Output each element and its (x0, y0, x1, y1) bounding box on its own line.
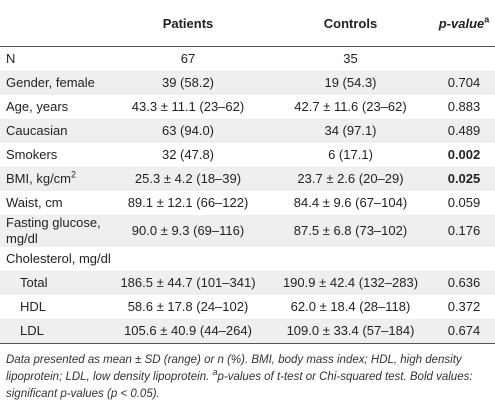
controls-cell: 190.9 ± 42.4 (132–283) (268, 271, 433, 295)
label-text: Cholesterol, mg/dl (6, 251, 111, 266)
controls-cell: 84.4 ± 9.6 (67–104) (293, 195, 408, 210)
header-empty (0, 0, 108, 47)
row-label: Cholesterol, mg/dl (0, 247, 495, 271)
label-text: HDL (20, 299, 138, 315)
table-row: Smokers 32 (47.8) 6 (17.1) 0.002 (0, 143, 495, 167)
row-label: Fasting glucose, mg/dl (0, 215, 108, 247)
header-text: p-value (438, 15, 485, 31)
p-value-cell: 0.176 (433, 215, 495, 247)
controls-cell: 35 (343, 51, 358, 66)
controls-cell: 87.5 ± 6.8 (73–102) (268, 215, 433, 247)
label-text: Total (20, 275, 138, 291)
label-text: Gender, female (6, 75, 124, 91)
label-text: Caucasian (6, 123, 124, 139)
table-row: LDL 105.6 ± 40.9 (44–264) 109.0 ± 33.4 (57… (0, 319, 495, 344)
label-text: Fasting glucose, mg/dl (6, 215, 101, 246)
superscript: 2 (71, 169, 77, 180)
patients-cell: 89.1 ± 12.1 (66–122) (127, 195, 249, 210)
label-text: Cholesterol, mg/dl (6, 251, 491, 267)
controls-cell: 6 (17.1) (328, 147, 373, 162)
label-text: BMI, kg/cm (6, 171, 72, 186)
label-text: Age, years (6, 99, 69, 114)
row-label: Gender, female (0, 71, 108, 95)
p-value-cell: 0.372 (447, 299, 481, 314)
table-row: Waist, cm 89.1 ± 12.1 (66–122) 84.4 ± 9.6 … (0, 191, 495, 215)
label-text: HDL (20, 299, 47, 314)
patients-cell: 63 (94.0) (108, 119, 268, 143)
label-text: LDL (20, 323, 44, 338)
patients-cell: 105.6 ± 40.9 (44–264) (108, 319, 268, 344)
patients-cell: 67 (180, 51, 196, 66)
label-text: Fasting glucose, mg/dl (6, 215, 124, 247)
label-text: Caucasian (6, 123, 68, 138)
row-label: Total (0, 271, 108, 295)
label-text: N (6, 51, 16, 66)
header-cell: p-valuea (433, 0, 495, 47)
row-label: HDL (0, 295, 108, 319)
label-text: Waist, cm (6, 195, 124, 211)
table-row: Caucasian 63 (94.0) 34 (97.1) 0.489 (0, 119, 495, 143)
row-label: Age, years (0, 95, 108, 119)
label-text: Gender, female (6, 75, 95, 90)
p-value-cell: 0.489 (433, 119, 495, 143)
controls-cell: 42.7 ± 11.6 (23–62) (294, 99, 407, 114)
patients-cell: 25.3 ± 4.2 (18–39) (108, 167, 268, 191)
label-text: Waist, cm (6, 195, 63, 210)
label-text: N (6, 51, 124, 67)
p-value-cell: 0.704 (433, 71, 495, 95)
patients-cell: 32 (47.8) (161, 147, 215, 162)
controls-cell: 109.0 ± 33.4 (57–184) (268, 319, 433, 344)
patients-cell: 39 (58.2) (108, 71, 268, 95)
table-body: N 67 35 Gender, female 39 (58.2) 19 (54.3) 0.7… (0, 47, 495, 344)
row-label: BMI, kg/cm2 (0, 167, 108, 191)
table-row: HDL 58.6 ± 17.8 (24–102) 62.0 ± 18.4 (28–1… (0, 295, 495, 319)
p-value-cell: 0.002 (447, 147, 481, 162)
p-value-cell: 0.674 (433, 319, 495, 344)
header-cell: Patients (108, 0, 268, 47)
table-row: Gender, female 39 (58.2) 19 (54.3) 0.704 (0, 71, 495, 95)
patients-cell: 58.6 ± 17.8 (24–102) (127, 299, 249, 314)
data-table: Patients Controls p-valuea N 67 35 Gender, … (0, 0, 495, 344)
label-text: Smokers (6, 147, 58, 162)
header-cell: Controls (268, 0, 433, 47)
p-value-cell: 0.059 (447, 195, 481, 210)
table-row: Cholesterol, mg/dl (0, 247, 495, 271)
p-value-cell: 0.883 (447, 99, 481, 114)
row-label: Smokers (0, 143, 108, 167)
row-label: LDL (0, 319, 108, 344)
footnote-text: p-values of t-test or Chi-squared test. … (6, 371, 473, 400)
row-label: Caucasian (0, 119, 108, 143)
table-row: N 67 35 (0, 47, 495, 72)
table-row: BMI, kg/cm2 25.3 ± 4.2 (18–39) 23.7 ± 2.6 … (0, 167, 495, 191)
label-text: Age, years (6, 99, 124, 115)
table-row: Age, years 43.3 ± 11.1 (23–62) 42.7 ± 11.6… (0, 95, 495, 119)
superscript: a (212, 367, 218, 378)
label-text: Smokers (6, 147, 124, 163)
label-text: LDL (20, 323, 138, 339)
row-label: N (0, 47, 108, 72)
table-row: Total 186.5 ± 44.7 (101–341) 190.9 ± 42.4 … (0, 271, 495, 295)
patients-cell: 43.3 ± 11.1 (23–62) (131, 99, 245, 114)
patients-cell: 186.5 ± 44.7 (101–341) (108, 271, 268, 295)
header-row: Patients Controls p-valuea (0, 0, 495, 47)
footnote: Data presented as mean ± SD (range) or n… (0, 344, 495, 403)
row-label: Waist, cm (0, 191, 108, 215)
controls-cell: 23.7 ± 2.6 (20–29) (268, 167, 433, 191)
superscript: a (484, 14, 490, 25)
footnote-text: Data presented as mean ± SD (range) or n… (6, 354, 462, 383)
label-text: Total (20, 275, 48, 290)
controls-cell: 19 (54.3) (268, 71, 433, 95)
patients-cell: 90.0 ± 9.3 (69–116) (108, 215, 268, 247)
controls-cell: 34 (97.1) (268, 119, 433, 143)
controls-cell: 62.0 ± 18.4 (28–118) (290, 299, 411, 314)
p-value-cell: 0.025 (433, 167, 495, 191)
label-text: BMI, kg/cm2 (6, 169, 124, 187)
table-row: Fasting glucose, mg/dl 90.0 ± 9.3 (69–116… (0, 215, 495, 247)
p-value-cell (433, 47, 495, 72)
p-value-cell: 0.636 (433, 271, 495, 295)
